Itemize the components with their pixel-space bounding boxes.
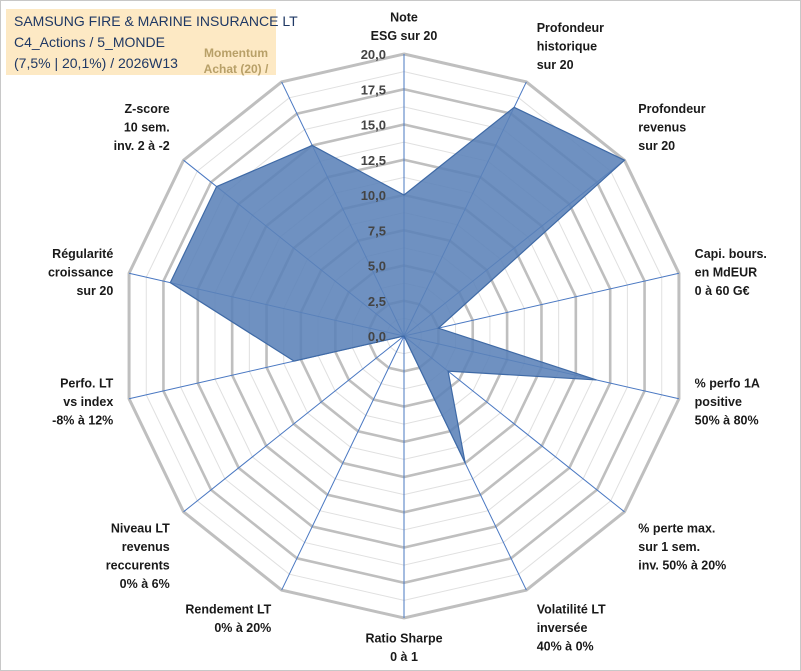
axis-label: Ratio Sharpe 0 à 1 <box>365 632 442 665</box>
axis-label: Régularité croissance sur 20 <box>48 247 113 298</box>
axis-label-line: Rendement LT <box>185 603 271 617</box>
momentum-label-line-1: Momentum <box>204 46 268 60</box>
axis-label-line: historique <box>537 39 597 53</box>
axis-label-line: Capi. bours. <box>695 247 767 261</box>
axis-label-line: % perte max. <box>638 522 715 536</box>
axis-label-line: sur 20 <box>638 139 675 153</box>
axis-label: Perfo. LT vs index -8% à 12% <box>52 377 114 428</box>
axis-label-line: sur 1 sem. <box>638 540 700 554</box>
tick-label: 10,0 <box>361 188 386 203</box>
tick-label: 5,0 <box>368 259 386 274</box>
axis-label-line: en MdEUR <box>695 265 758 279</box>
axis-label-line: 0% à 6% <box>120 577 170 591</box>
tick-label: 0,0 <box>368 329 386 344</box>
axis-label-line: 50% à 80% <box>695 414 759 428</box>
chart-subtitle-period: (7,5% | 20,1%) / 2026W13 <box>14 55 178 71</box>
axis-spoke <box>281 335 405 591</box>
momentum-label-overlay: Momentum Achat (20) / <box>186 45 286 77</box>
axis-label-line: ESG sur 20 <box>371 29 438 43</box>
axis-label-line: -8% à 12% <box>52 414 113 428</box>
axis-label-line: inv. 50% à 20% <box>638 559 726 573</box>
axis-label-line: Profondeur <box>638 102 705 116</box>
axis-label: Z-score 10 sem. inv. 2 à -2 <box>114 102 170 153</box>
tick-label: 7,5 <box>368 223 386 238</box>
tick-label: 2,5 <box>368 294 386 309</box>
axis-label-line: Régularité <box>52 247 113 261</box>
axis-label-line: Perfo. LT <box>60 377 114 391</box>
data-series-area <box>169 106 626 464</box>
tick-label: 20,0 <box>361 47 386 62</box>
axis-label: Niveau LT revenus reccurents 0% à 6% <box>106 522 170 592</box>
axis-label-line: Ratio Sharpe <box>365 632 442 646</box>
axis-label: Note ESG sur 20 <box>371 11 438 44</box>
axis-label-line: croissance <box>48 265 113 279</box>
axis-label: Profondeur revenus sur 20 <box>638 102 705 153</box>
axis-label-line: 0% à 20% <box>214 621 271 635</box>
axis-label-line: sur 20 <box>76 284 113 298</box>
chart-title: SAMSUNG FIRE & MARINE INSURANCE LT <box>14 13 298 29</box>
chart-subtitle-category: C4_Actions / 5_MONDE <box>14 34 165 50</box>
axis-label: Rendement LT 0% à 20% <box>185 603 271 636</box>
axis-label-line: 0 à 60 G€ <box>695 284 750 298</box>
tick-label: 12,5 <box>361 153 386 168</box>
momentum-label-line-2: Achat (20) / <box>203 62 269 76</box>
axis-label: Volatilité LT inversée 40% à 0% <box>537 603 606 654</box>
axis-label: Profondeur historique sur 20 <box>537 21 604 72</box>
axis-label: Capi. bours. en MdEUR 0 à 60 G€ <box>695 247 767 298</box>
axis-label-line: reccurents <box>106 559 170 573</box>
axis-spoke <box>183 335 405 513</box>
axis-spoke <box>403 272 680 337</box>
axis-label-line: sur 20 <box>537 58 574 72</box>
axis-label-line: inversée <box>537 621 588 635</box>
info-box: SAMSUNG FIRE & MARINE INSURANCE LT C4_Ac… <box>6 9 298 75</box>
axis-label-line: % perfo 1A <box>695 377 760 391</box>
tick-label: 15,0 <box>361 118 386 133</box>
axis-label-line: Volatilité LT <box>537 603 606 617</box>
axis-label-line: inv. 2 à -2 <box>114 139 170 153</box>
tick-label: 17,5 <box>361 82 386 97</box>
axis-label-line: 10 sem. <box>124 120 170 134</box>
axis-label-line: Note <box>390 11 418 25</box>
axis-label-line: vs index <box>63 395 113 409</box>
axis-label: % perfo 1A positive 50% à 80% <box>695 377 760 428</box>
axis-label-line: Niveau LT <box>111 522 170 536</box>
axis-label-line: Z-score <box>125 102 170 116</box>
axis-label-line: revenus <box>638 120 686 134</box>
axis-label-line: 40% à 0% <box>537 640 594 654</box>
axis-label-line: positive <box>695 395 742 409</box>
axis-label-line: revenus <box>122 540 170 554</box>
axis-label-line: Profondeur <box>537 21 604 35</box>
axis-label-line: 0 à 1 <box>390 650 418 664</box>
axis-label: % perte max. sur 1 sem. inv. 50% à 20% <box>638 522 726 573</box>
